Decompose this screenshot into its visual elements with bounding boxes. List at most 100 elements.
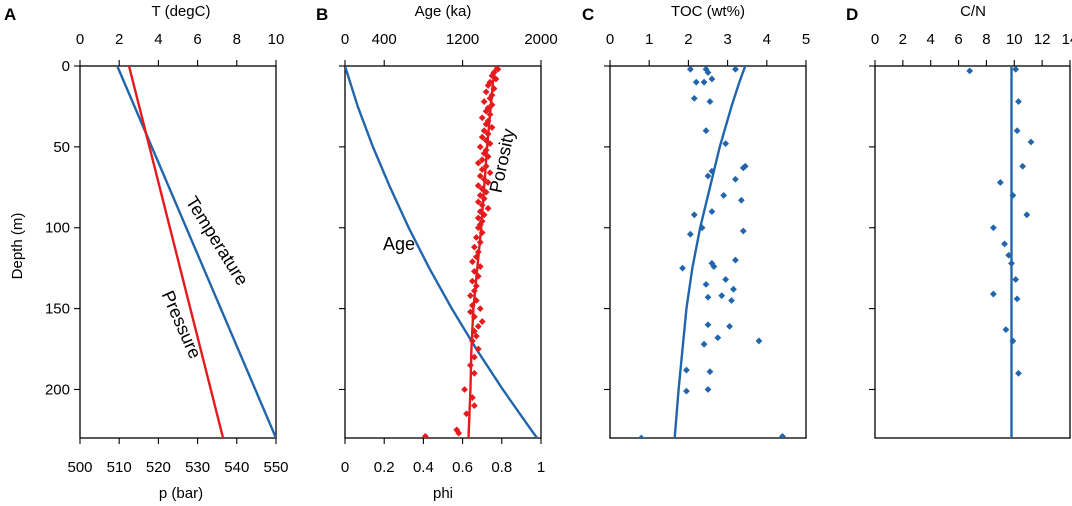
pressure-line (127, 66, 225, 438)
panel-b-bottom-tick-label: 0.8 (491, 459, 512, 476)
porosity-samples-point (484, 179, 492, 186)
depth-tick-label: 100 (45, 220, 70, 237)
porosity-samples-point (476, 172, 484, 180)
panel-d-top-tick-label: 14 (1062, 31, 1072, 48)
toc-samples-point (739, 164, 747, 172)
porosity-samples-point (478, 156, 486, 164)
panel-d-top-tick-label: 8 (982, 31, 990, 48)
panel-a-plot-area (116, 66, 276, 438)
porosity-samples-point (486, 140, 494, 148)
porosity-samples-point (474, 224, 482, 232)
c-n-samples-point (1015, 98, 1022, 105)
panel-a-top-tick-label: 6 (193, 31, 201, 48)
porosity-samples-point (476, 238, 484, 246)
porosity-samples-point (478, 185, 486, 193)
porosity-samples-point (480, 195, 488, 203)
porosity-samples-point (421, 432, 429, 438)
panel-c: 0 1 2 3 4 5 (604, 31, 810, 439)
panel-a-bottom-axis-title: p (bar) (159, 485, 203, 502)
toc-samples-point (706, 368, 714, 376)
toc-samples-point (732, 175, 739, 183)
porosity-samples-point (474, 182, 482, 190)
panel-d-top-tick-label: 2 (899, 31, 907, 48)
porosity-samples-point (478, 133, 486, 141)
panel-letter-b: B (316, 5, 328, 24)
toc-samples-point (732, 66, 739, 73)
toc-samples-point (708, 208, 716, 215)
porosity-samples-point (482, 137, 490, 144)
panel-d-top-tick-label: 0 (871, 31, 879, 48)
panel-a-top-tick-label: 4 (154, 31, 162, 48)
panel-d-top-tick-label: 6 (954, 31, 962, 48)
porosity-samples-point (470, 243, 478, 251)
porosity-samples-point (474, 345, 482, 353)
porosity-samples-point (474, 323, 482, 330)
panel-a-bottom-tick-label: 550 (263, 459, 288, 476)
panel-b-top-tick-label: 0 (341, 31, 349, 48)
panel-b-bottom-tick-label: 0.2 (374, 459, 395, 476)
toc-samples-point (679, 264, 686, 272)
porosity-samples-point (472, 253, 480, 261)
porosity-samples-point (490, 85, 498, 93)
c-n-samples-point (1013, 295, 1021, 303)
panel-a-bottom-tick-label: 540 (224, 459, 249, 476)
porosity-samples-point (474, 159, 482, 167)
porosity-samples-point (480, 175, 488, 183)
porosity-samples-point (482, 162, 490, 170)
c-n-samples-point (1002, 326, 1010, 334)
porosity-samples-point (470, 268, 478, 275)
panel-b-top-tick-label: 400 (372, 31, 397, 48)
toc-samples-point (702, 127, 710, 135)
toc-samples-point (704, 386, 712, 393)
porosity-samples-point (472, 234, 480, 241)
panel-d: 0 2 4 6 8 10 12 14 (869, 31, 1072, 439)
panel-letter-c: C (582, 5, 594, 24)
panel-d-top-tick-label: 4 (927, 31, 935, 48)
panel-c-top-tick-label: 3 (723, 31, 731, 48)
c-n-samples-point (1012, 276, 1020, 283)
panel-b-bottom-tick-label: 0 (341, 459, 349, 476)
panel-a: 0 50 100 150 200 0 2 4 6 8 10 500 510 520 530 540 550 (45, 31, 289, 476)
porosity-samples-point (482, 88, 490, 96)
porosity-samples-point (472, 332, 480, 340)
toc-samples-point (708, 75, 716, 83)
toc-samples-point (779, 432, 786, 438)
panel-c-plot-area (637, 66, 786, 438)
panel-d-top-axis-title: C/N (960, 3, 986, 20)
panel-c-top-tick-label: 1 (645, 31, 653, 48)
porosity-samples-point (484, 204, 492, 212)
panel-a-top-tick-label: 2 (115, 31, 123, 48)
porosity-samples-point (455, 429, 463, 437)
panel-d-frame (874, 65, 1071, 439)
porosity-samples-point (470, 313, 478, 321)
porosity-samples-point (484, 130, 492, 138)
porosity-samples-point (484, 82, 492, 89)
c-n-samples-point (1001, 240, 1008, 248)
panel-b-bottom-tick-label: 0.4 (413, 459, 434, 476)
porosity-samples-point (470, 369, 478, 377)
porosity-samples-point (478, 114, 486, 122)
panel-b-frame (344, 65, 542, 439)
panel-c-top-axis-title: TOC (wt%) (671, 3, 745, 20)
depth-tick-label: 150 (45, 301, 70, 318)
panel-a-bottom-tick-label: 500 (67, 459, 92, 476)
porosity-samples-point (488, 101, 496, 109)
toc-samples-point (698, 224, 706, 232)
toc-samples-point (700, 78, 708, 86)
porosity-samples-point (467, 308, 474, 316)
panel-letter-a: A (4, 5, 16, 24)
porosity-samples-point (470, 353, 478, 361)
c-n-samples-point (1008, 259, 1015, 267)
c-n-samples-point (1015, 369, 1022, 377)
panel-d-top-tick-label: 12 (1034, 31, 1051, 48)
toc-samples-point (690, 211, 698, 219)
c-n-samples-point (1009, 191, 1017, 199)
toc-samples-point (706, 98, 714, 105)
c-n-samples-point (989, 224, 997, 232)
toc-samples-point (683, 387, 690, 395)
porosity-samples-point (472, 282, 480, 290)
c-n-samples-point (989, 290, 997, 298)
depth-tick-label: 200 (45, 381, 70, 398)
c-n-samples-point (1023, 211, 1031, 219)
panel-c-frame (609, 65, 807, 439)
